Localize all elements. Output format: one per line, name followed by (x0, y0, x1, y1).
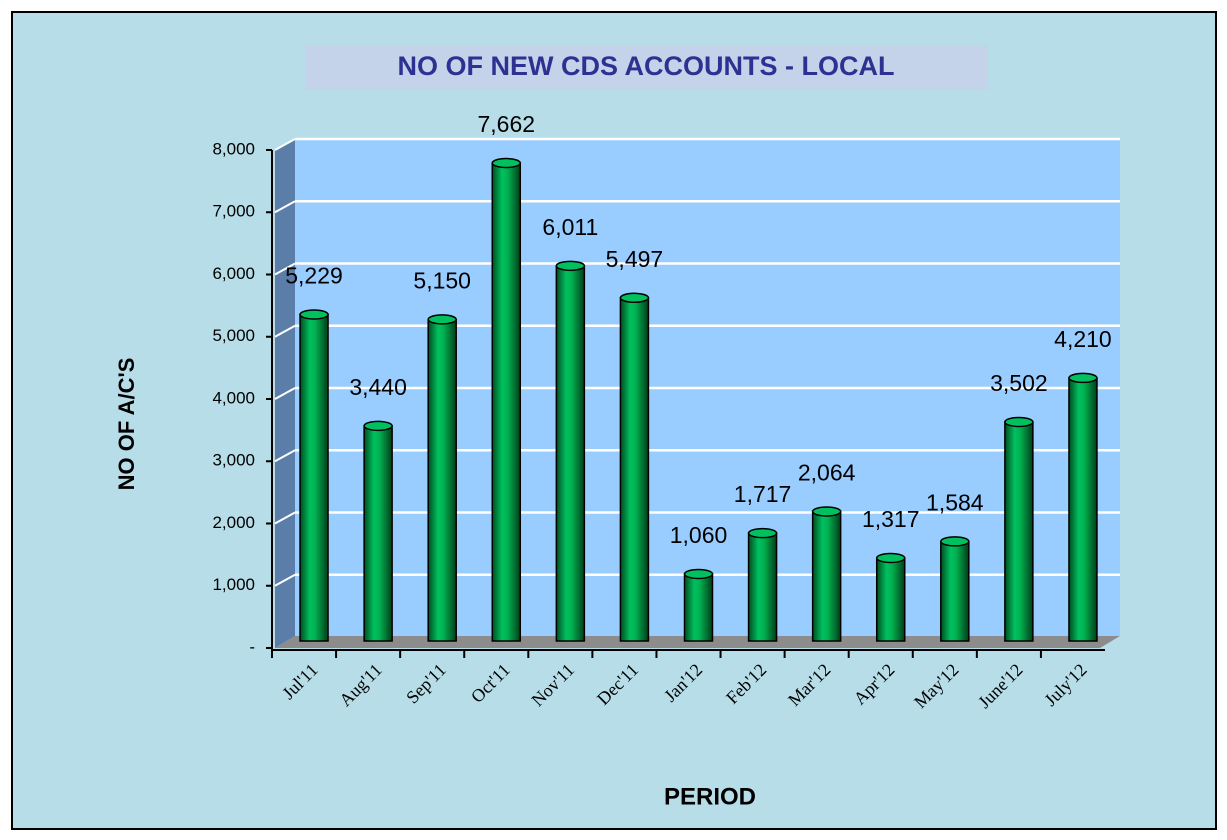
bar-top (555, 260, 586, 272)
bar-top (811, 506, 842, 517)
grid-line-side (274, 511, 296, 525)
value-label: 5,150 (413, 267, 471, 293)
grid-line-side (274, 324, 296, 338)
value-label: 5,229 (285, 263, 343, 289)
bar (747, 532, 778, 642)
chart-title: NO OF NEW CDS ACCOUNTS - LOCAL (398, 51, 895, 81)
value-label: 7,662 (477, 111, 535, 137)
value-label: 1,060 (670, 522, 728, 548)
x-axis-label: PERIOD (664, 783, 756, 810)
y-tick-label: 4,000 (212, 388, 255, 407)
value-label: 3,440 (349, 374, 407, 400)
grid-line-side (274, 449, 296, 463)
bar (363, 425, 393, 642)
value-label: 1,584 (926, 489, 984, 515)
value-label: 2,064 (798, 460, 856, 486)
value-label: 6,011 (542, 214, 598, 240)
bar (683, 573, 714, 642)
y-axis-label: NO OF A/C'S (114, 358, 139, 491)
y-tick-label: 1,000 (212, 575, 255, 594)
bar (875, 557, 906, 642)
y-tick-label: 7,000 (212, 202, 255, 221)
bar (1004, 421, 1034, 642)
title-box (305, 45, 988, 90)
bar-top (427, 314, 457, 325)
bar (940, 540, 970, 642)
value-label: 4,210 (1054, 326, 1112, 352)
bar (427, 318, 457, 642)
value-label: 3,502 (990, 370, 1048, 396)
floor (275, 636, 1120, 648)
bar-top (363, 420, 393, 432)
bar-top (1004, 416, 1034, 428)
bar-top (747, 527, 778, 539)
bar (619, 297, 650, 642)
bar (491, 162, 522, 642)
bar (1068, 377, 1098, 642)
bar-top (619, 292, 650, 304)
y-tick-label: 3,000 (212, 451, 255, 470)
value-label: 1,717 (734, 481, 792, 507)
y-tick-label: - (249, 637, 255, 656)
grid-line-side (274, 262, 296, 276)
y-tick-label: 8,000 (212, 139, 255, 158)
bar-top (299, 309, 329, 320)
bar (555, 265, 586, 642)
bar (811, 510, 842, 642)
value-label: 1,317 (862, 506, 920, 532)
bar-top (875, 552, 906, 564)
bar-top (491, 157, 522, 169)
grid-line-side (274, 200, 296, 214)
y-tick-label: 2,000 (212, 513, 255, 532)
value-label: 5,497 (606, 246, 664, 272)
bar-top (1068, 372, 1098, 384)
grid-line-side (274, 387, 296, 400)
y-tick-label: 6,000 (212, 264, 255, 283)
grid-line-side (274, 573, 296, 587)
y-tick-label: 5,000 (212, 326, 255, 345)
bar-top (940, 536, 970, 547)
bar-top (683, 568, 714, 580)
bar (299, 313, 329, 642)
grid-line-side (274, 138, 296, 151)
